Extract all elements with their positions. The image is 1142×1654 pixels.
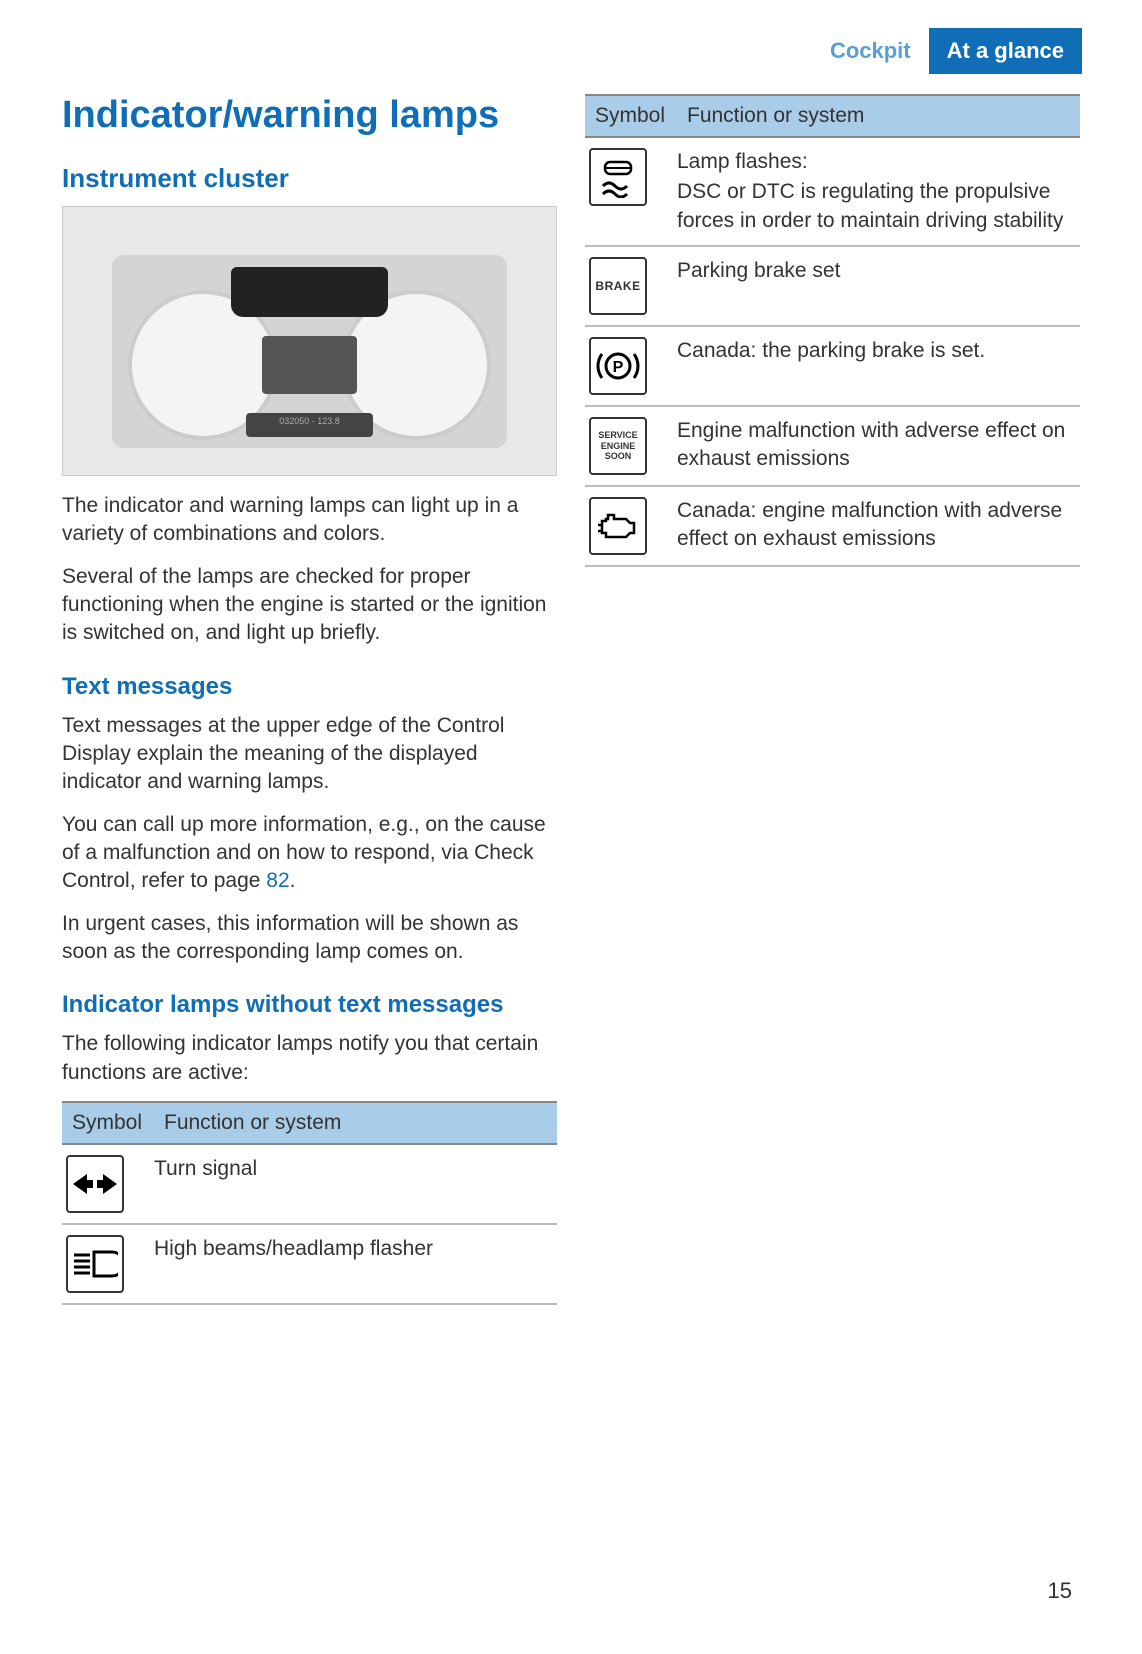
- left-column: Indicator/warning lamps Instrument clust…: [62, 94, 557, 1305]
- service-engine-soon-icon: SERVICE ENGINE SOON: [589, 417, 647, 475]
- check-engine-icon: [589, 497, 647, 555]
- heading-instrument-cluster: Instrument cluster: [62, 163, 557, 194]
- table-cell: High beams/headlamp flasher: [154, 1235, 557, 1263]
- table-row: Canada: engine malfunction with adverse …: [585, 487, 1080, 567]
- paragraph: In urgent cases, this information will b…: [62, 910, 557, 967]
- table-row: SERVICE ENGINE SOON Engine malfunction w…: [585, 407, 1080, 487]
- header-tabs: Cockpit At a glance: [812, 28, 1082, 74]
- table-header: Symbol Function or system: [585, 94, 1080, 138]
- table-cell: Canada: engine malfunction with adverse …: [677, 497, 1080, 554]
- symbol-table-right: Symbol Function or system Lamp f: [585, 94, 1080, 567]
- table-row: Lamp flashes: DSC or DTC is regulating t…: [585, 138, 1080, 247]
- table-cell: Parking brake set: [677, 257, 1080, 285]
- svg-text:P: P: [613, 359, 624, 376]
- col-header-function: Function or system: [154, 1103, 557, 1143]
- paragraph: Text messages at the upper edge of the C…: [62, 712, 557, 797]
- col-header-symbol: Symbol: [62, 1103, 154, 1143]
- table-row: P Canada: the parking brake is set.: [585, 327, 1080, 407]
- odometer-display: 032050 - 123.8: [246, 413, 372, 436]
- table-cell: Lamp flashes: DSC or DTC is regulating t…: [677, 148, 1080, 235]
- col-header-function: Function or system: [677, 96, 1080, 136]
- table-cell: Canada: the parking brake is set.: [677, 337, 1080, 365]
- instrument-cluster-image: 032050 - 123.8 MV09119CMA: [62, 206, 557, 476]
- heading-no-text-messages: Indicator lamps without text messages: [62, 990, 557, 1020]
- table-cell: Engine malfunction with adverse effect o…: [677, 417, 1080, 474]
- tab-chapter: At a glance: [929, 28, 1082, 74]
- paragraph: The following indicator lamps notify you…: [62, 1030, 557, 1087]
- heading-text-messages: Text messages: [62, 672, 557, 702]
- page-number: 15: [1048, 1578, 1072, 1604]
- paragraph: Several of the lamps are checked for pro…: [62, 563, 557, 648]
- right-column: Symbol Function or system Lamp f: [585, 94, 1080, 1305]
- table-row: High beams/headlamp flasher: [62, 1225, 557, 1305]
- page-title: Indicator/warning lamps: [62, 94, 557, 137]
- paragraph: The indicator and warning lamps can ligh…: [62, 492, 557, 549]
- table-header: Symbol Function or system: [62, 1101, 557, 1145]
- col-header-symbol: Symbol: [585, 96, 677, 136]
- symbol-table-left: Symbol Function or system Turn signal: [62, 1101, 557, 1305]
- turn-signal-icon: [66, 1155, 124, 1213]
- parking-brake-canada-icon: P: [589, 337, 647, 395]
- high-beam-icon: [66, 1235, 124, 1293]
- table-cell: Turn signal: [154, 1155, 557, 1183]
- page-ref-link[interactable]: 82: [266, 869, 289, 892]
- table-row: Turn signal: [62, 1145, 557, 1225]
- dsc-icon: [589, 148, 647, 206]
- tab-section: Cockpit: [812, 28, 929, 74]
- table-row: BRAKE Parking brake set: [585, 247, 1080, 327]
- paragraph: You can call up more information, e.g., …: [62, 811, 557, 896]
- brake-icon: BRAKE: [589, 257, 647, 315]
